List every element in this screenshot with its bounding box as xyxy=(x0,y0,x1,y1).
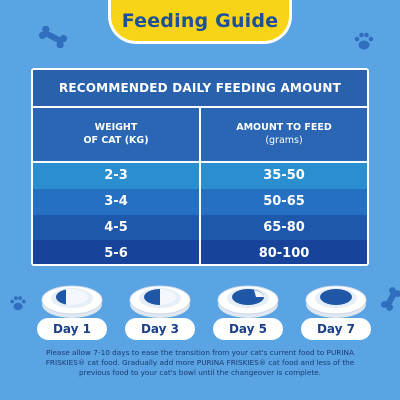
page-title: Feeding Guide xyxy=(121,9,279,32)
column-header-weight-line2: OF CAT (KG) xyxy=(83,134,149,146)
table-row: 5-6 80-100 xyxy=(33,240,367,264)
day-label: Day 3 xyxy=(125,318,195,340)
table-heading: RECOMMENDED DAILY FEEDING AMOUNT xyxy=(33,70,367,108)
amount-cell: 35-50 xyxy=(263,168,305,184)
weight-cell: 3-4 xyxy=(33,188,201,215)
column-header-amount: AMOUNT TO FEED (grams) xyxy=(201,108,367,161)
day-label: Day 5 xyxy=(213,318,283,340)
title-badge: Feeding Guide xyxy=(108,0,292,44)
column-header-weight: WEIGHT OF CAT (KG) xyxy=(33,108,201,161)
weight-cell: 2-3 xyxy=(33,163,201,189)
weight-cell: 5-6 xyxy=(33,240,201,264)
table-column-headers: WEIGHT OF CAT (KG) AMOUNT TO FEED (grams… xyxy=(33,108,367,163)
day-label: Day 1 xyxy=(37,318,107,340)
bone-icon xyxy=(381,287,400,311)
table-row: 3-4 50-65 xyxy=(33,188,367,215)
bowl-day-1-icon xyxy=(41,285,103,318)
bowl-day-5-icon xyxy=(217,285,279,318)
paw-icon xyxy=(354,32,374,50)
table-row: 2-3 35-50 xyxy=(33,163,367,189)
column-header-weight-line1: WEIGHT xyxy=(94,121,138,133)
amount-cell: 80-100 xyxy=(258,245,310,261)
bone-icon xyxy=(38,26,68,48)
weight-cell: 4-5 xyxy=(33,214,201,241)
column-header-amount-line1: AMOUNT TO FEED xyxy=(236,121,332,133)
amount-cell: 50-65 xyxy=(263,194,305,210)
paw-icon xyxy=(10,296,26,311)
table-row: 4-5 65-80 xyxy=(33,214,367,241)
amount-cell: 65-80 xyxy=(263,219,305,235)
column-header-amount-line2: (grams) xyxy=(265,134,303,146)
bowl-day-3-icon xyxy=(129,285,191,318)
bowl-day-7-icon xyxy=(305,285,367,318)
feeding-table: RECOMMENDED DAILY FEEDING AMOUNT WEIGHT … xyxy=(31,68,369,266)
day-label: Day 7 xyxy=(301,318,371,340)
transition-note: Please allow 7-10 days to ease the trans… xyxy=(45,348,355,378)
